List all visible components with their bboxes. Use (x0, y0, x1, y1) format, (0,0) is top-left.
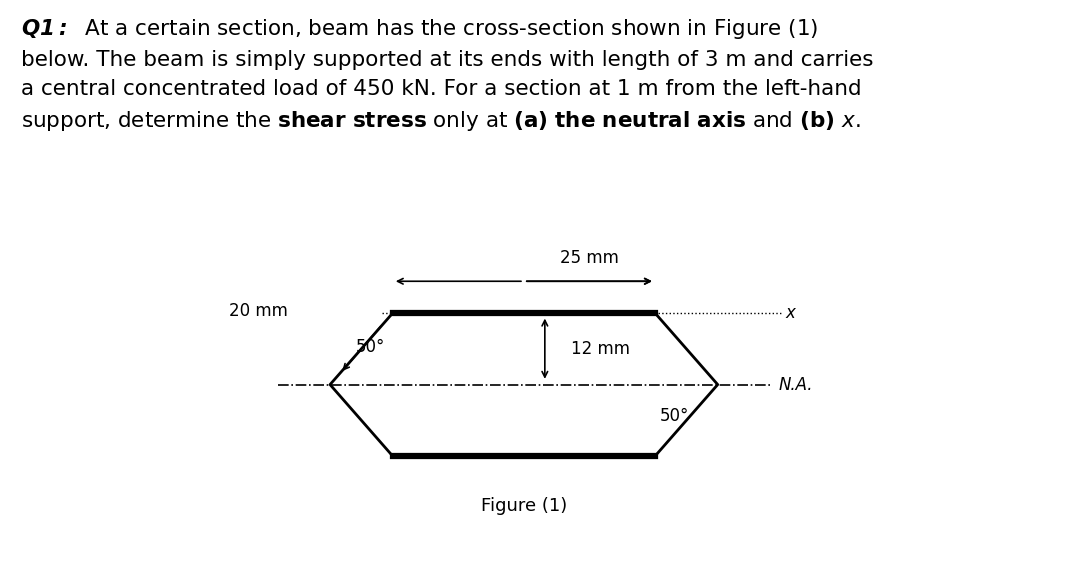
Text: 50°: 50° (356, 338, 386, 356)
Text: 25 mm: 25 mm (559, 249, 619, 267)
Text: 12 mm: 12 mm (571, 340, 630, 358)
Text: 50°: 50° (660, 407, 689, 425)
Text: N.A.: N.A. (779, 375, 813, 394)
Text: Figure (1): Figure (1) (481, 497, 567, 514)
Text: x: x (786, 304, 796, 322)
Text: 20 mm: 20 mm (229, 302, 288, 320)
Text: $\bfit{Q1:}$  At a certain section, beam has the cross-section shown in Figure (: $\bfit{Q1:}$ At a certain section, beam … (21, 17, 874, 133)
